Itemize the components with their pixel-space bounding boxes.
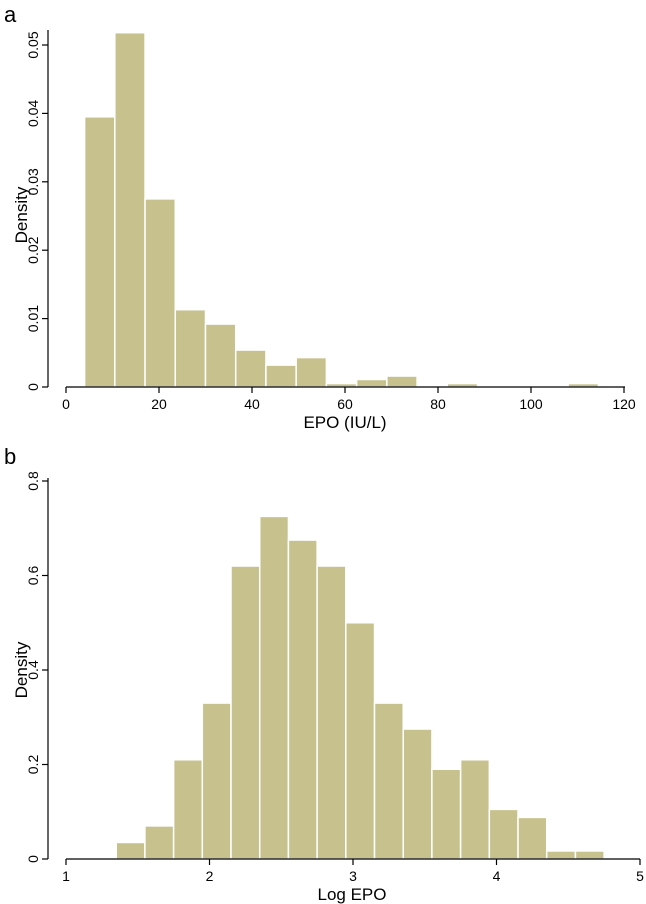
panel-b-bar <box>459 759 491 860</box>
panel-a-y-axis-label: Density <box>12 186 31 243</box>
panel-b-bar <box>230 565 261 860</box>
panel-b-bar <box>545 850 577 860</box>
panel-a-y-tick-label: 0.05 <box>25 31 41 58</box>
panel-b-y-tick-label: 0 <box>25 855 41 863</box>
panel-b-bar <box>488 808 519 860</box>
panel-a-x-tick-label: 40 <box>244 396 260 412</box>
panel-b-bar <box>517 816 548 860</box>
panel-a-y-tick-label: 0.03 <box>25 168 41 195</box>
panel-b-y-tick-label: 0.8 <box>25 471 41 491</box>
panel-b-bar <box>431 768 462 860</box>
panel-a-bar <box>265 364 297 388</box>
panel-b-x-tick-label: 4 <box>493 868 501 884</box>
panel-a-bar <box>174 308 207 388</box>
panel-a-y-ticks: 0 0.01 0.02 0.03 0.04 0.05 <box>25 31 48 391</box>
panel-b-letter: b <box>4 444 16 469</box>
panel-a-bar <box>144 198 177 388</box>
panel-b-y-tick-label: 0.6 <box>25 566 41 586</box>
panel-a-x-axis-label: EPO (IU/L) <box>303 413 386 432</box>
panel-b-bar <box>373 702 404 860</box>
panel-b-bars <box>115 515 605 860</box>
panel-a-letter: a <box>4 2 17 27</box>
panel-a-bar <box>234 349 267 388</box>
panel-a-bar <box>295 356 328 388</box>
panel-b-y-ticks: 0 0.2 0.4 0.6 0.8 <box>25 471 48 863</box>
panel-a-bar <box>355 378 388 388</box>
panel-b-x-tick-label: 5 <box>636 868 644 884</box>
panel-b-bar <box>287 539 318 860</box>
panel-b-x-tick-label: 1 <box>62 868 70 884</box>
panel-a-y-tick-label: 0.01 <box>25 305 41 332</box>
panel-a-bar <box>204 323 237 388</box>
panel-a-x-tick-label: 100 <box>519 396 543 412</box>
panel-b-x-tick-label: 3 <box>349 868 357 884</box>
panel-a-bars <box>83 31 600 388</box>
panel-a-x-tick-label: 60 <box>337 396 353 412</box>
panel-b-bar <box>144 825 175 860</box>
panel-b-bar <box>115 841 146 860</box>
panel-b-bar <box>316 565 347 860</box>
panel-a-x-tick-label: 0 <box>62 396 70 412</box>
panel-a-x-ticks: 0 20 40 60 80 100 120 <box>62 387 636 412</box>
panel-b-bar <box>258 515 290 860</box>
panel-b-histogram: b Density Log EPO 1 2 3 4 5 0 0.2 0.4 0.6 0.8 <box>4 444 644 904</box>
panel-b-y-tick-label: 0.4 <box>25 660 41 680</box>
panel-a-x-tick-label: 20 <box>151 396 167 412</box>
panel-a-x-tick-label: 80 <box>430 396 446 412</box>
panel-a-y-tick-label: 0 <box>25 383 41 391</box>
panel-b-bar <box>574 850 605 860</box>
panel-a-x-tick-label: 120 <box>612 396 636 412</box>
panel-a-bar <box>114 31 146 388</box>
panel-b-x-tick-label: 2 <box>206 868 214 884</box>
panel-a-bar <box>83 116 116 388</box>
panel-a-y-tick-label: 0.04 <box>25 100 41 127</box>
panel-b-bar <box>201 702 232 860</box>
panel-a-bar <box>386 375 418 388</box>
panel-b-y-axis-label: Density <box>12 641 31 698</box>
panel-b-x-ticks: 1 2 3 4 5 <box>62 859 644 884</box>
panel-b-bar <box>402 728 433 860</box>
panel-b-bar <box>172 759 204 860</box>
panel-a-y-tick-label: 0.02 <box>25 236 41 263</box>
panel-b-bar <box>345 622 376 860</box>
panel-a-histogram: a Density EPO (IU/L) 0 20 40 60 80 100 120 0 0.… <box>4 2 636 432</box>
panel-b-x-axis-label: Log EPO <box>318 885 387 904</box>
panel-b-y-tick-label: 0.2 <box>25 755 41 775</box>
